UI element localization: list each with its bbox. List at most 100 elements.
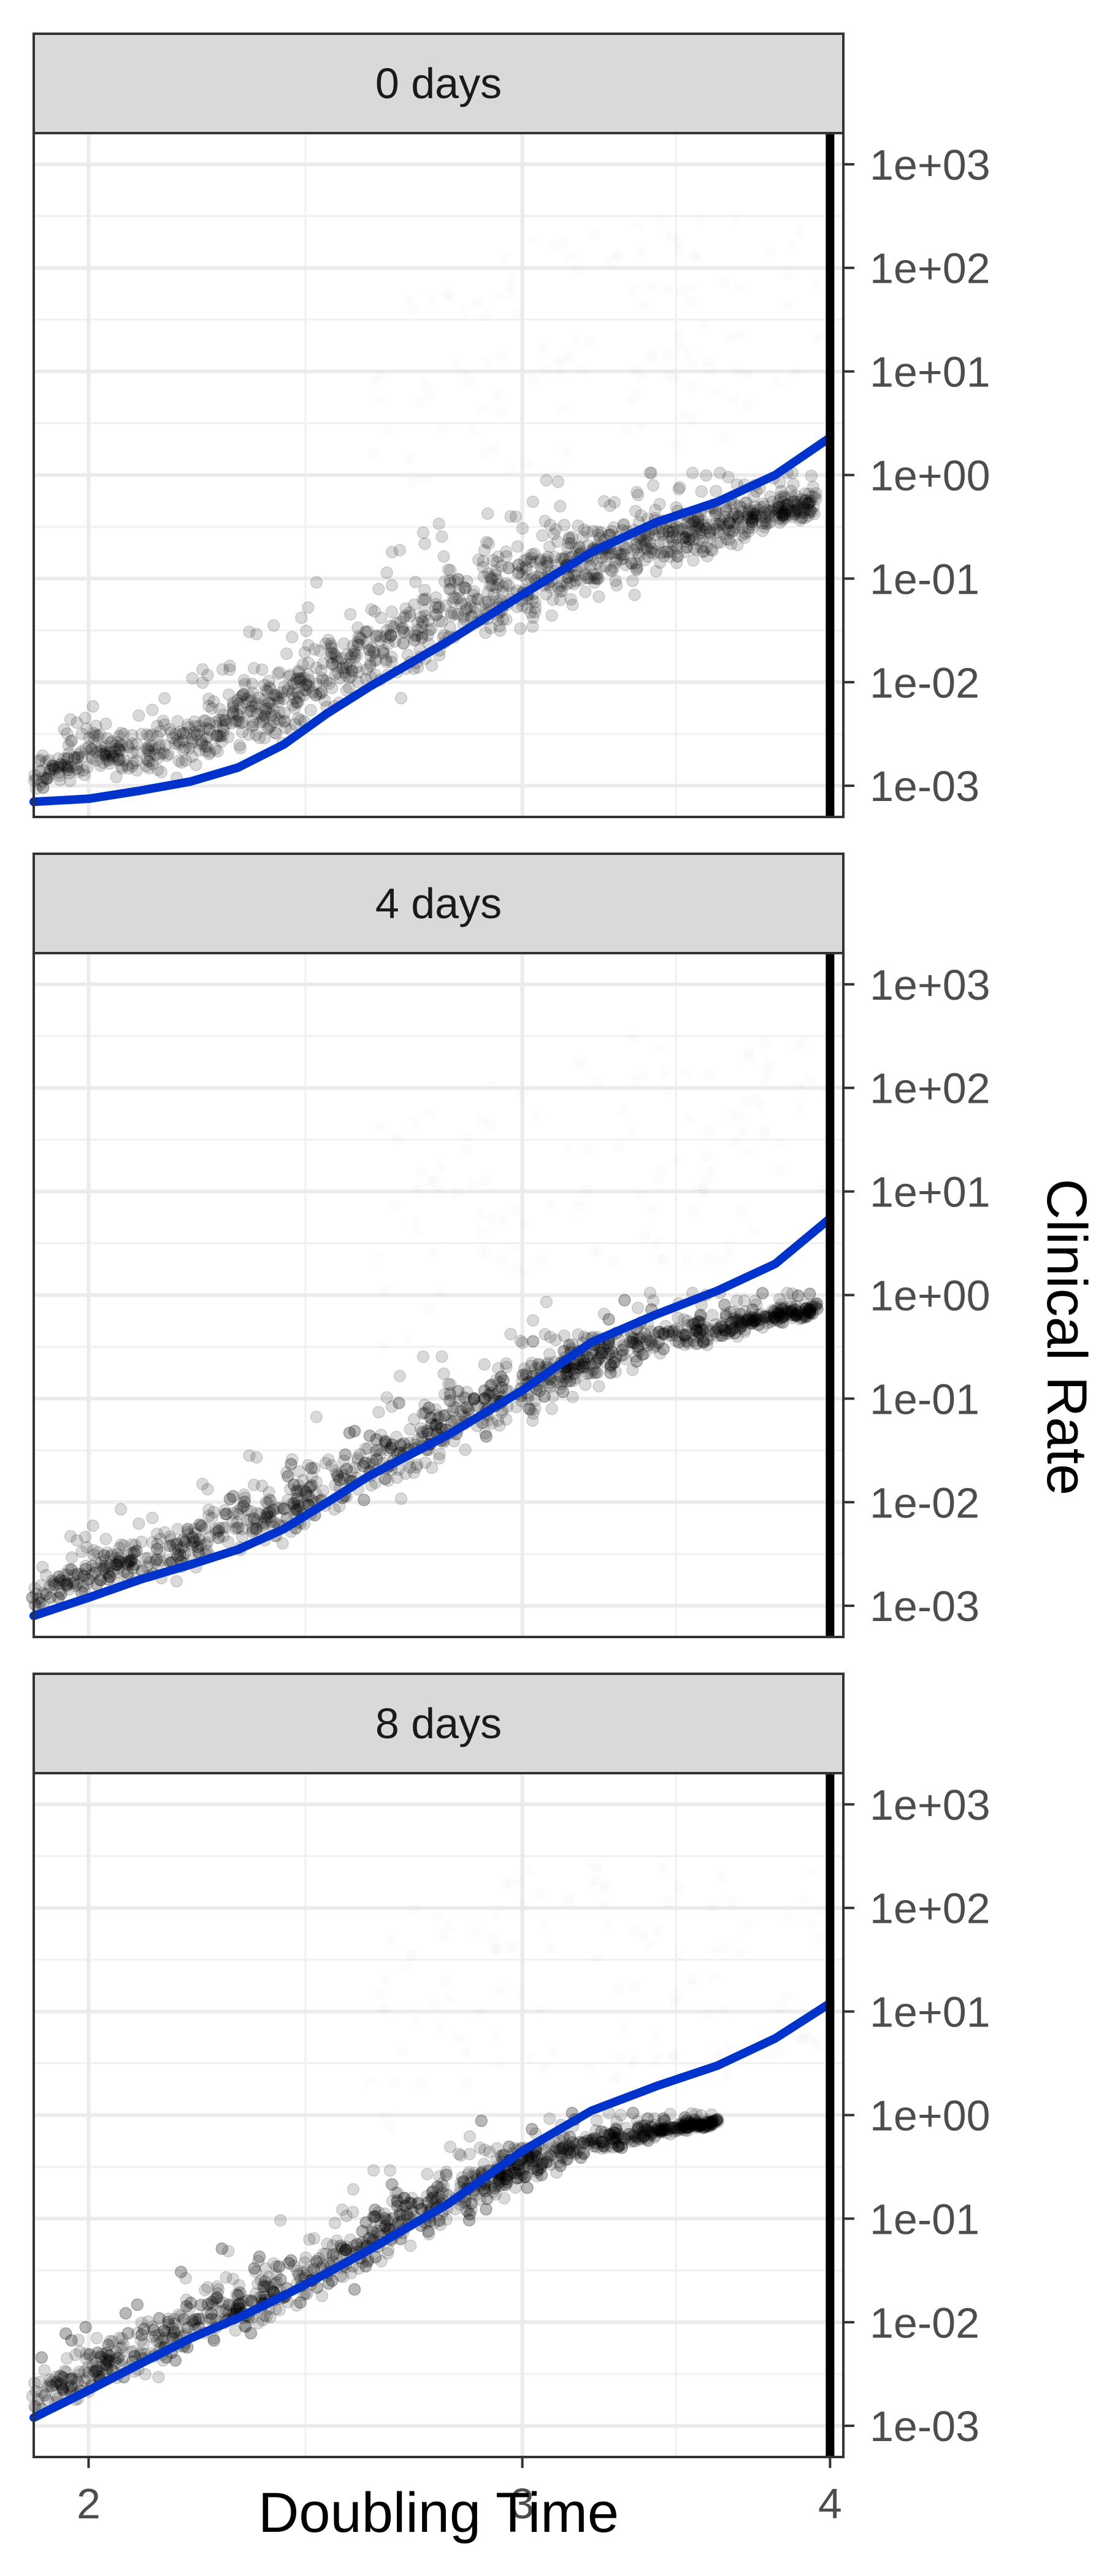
data-point bbox=[402, 1333, 413, 1344]
facet-strip bbox=[33, 33, 845, 134]
data-point bbox=[554, 1370, 567, 1383]
data-point bbox=[353, 638, 366, 651]
data-point bbox=[665, 545, 678, 558]
data-point bbox=[435, 2024, 447, 2035]
data-point bbox=[418, 537, 431, 550]
data-point bbox=[519, 1268, 531, 1279]
data-point bbox=[564, 592, 578, 606]
data-point bbox=[379, 2003, 390, 2014]
data-point bbox=[359, 626, 373, 638]
data-point bbox=[474, 2007, 485, 2018]
data-point bbox=[795, 507, 808, 519]
y-tick-label: 1e+03 bbox=[870, 1781, 991, 1829]
data-point bbox=[374, 629, 386, 643]
data-point bbox=[672, 236, 683, 247]
data-point bbox=[776, 511, 789, 524]
data-point bbox=[772, 377, 783, 388]
data-point bbox=[85, 749, 99, 763]
x-tick-label: 2 bbox=[77, 2480, 101, 2528]
data-point bbox=[797, 497, 810, 510]
data-point bbox=[247, 1512, 261, 1525]
data-point bbox=[269, 689, 282, 702]
y-tick-label: 1e+00 bbox=[870, 2092, 991, 2140]
data-point bbox=[339, 2244, 352, 2256]
y-tick-label: 1e+03 bbox=[870, 141, 991, 189]
data-point bbox=[565, 251, 576, 263]
data-point bbox=[410, 1459, 424, 1471]
data-point bbox=[367, 2164, 380, 2177]
data-point bbox=[735, 529, 749, 542]
data-point bbox=[385, 545, 399, 559]
data-point bbox=[368, 449, 379, 460]
data-point bbox=[444, 564, 457, 577]
data-point bbox=[719, 277, 730, 288]
data-point bbox=[610, 579, 623, 592]
data-point bbox=[408, 305, 419, 316]
data-point bbox=[485, 572, 499, 585]
data-point bbox=[148, 742, 162, 756]
data-point bbox=[658, 1254, 669, 1265]
data-point bbox=[781, 299, 792, 310]
data-point bbox=[237, 673, 251, 687]
data-point bbox=[765, 504, 778, 517]
data-point bbox=[712, 526, 726, 539]
data-point bbox=[618, 548, 631, 561]
data-point bbox=[673, 329, 684, 340]
data-point bbox=[236, 726, 249, 738]
data-point bbox=[298, 646, 312, 659]
data-point bbox=[44, 762, 57, 776]
data-point bbox=[316, 672, 329, 685]
data-point bbox=[554, 585, 567, 598]
data-point bbox=[742, 399, 753, 410]
data-point bbox=[482, 537, 495, 550]
data-point bbox=[593, 1244, 604, 1255]
data-point bbox=[278, 715, 292, 727]
data-point bbox=[145, 740, 159, 753]
data-point bbox=[626, 1363, 639, 1376]
data-point bbox=[627, 1332, 640, 1345]
data-point bbox=[618, 1294, 631, 1307]
data-point bbox=[239, 2320, 252, 2333]
data-point bbox=[648, 1203, 659, 1214]
data-point bbox=[776, 510, 789, 523]
data-point bbox=[528, 605, 542, 619]
data-point bbox=[293, 675, 307, 688]
data-point bbox=[585, 2062, 596, 2073]
data-point bbox=[142, 742, 155, 755]
data-point bbox=[387, 621, 400, 634]
data-point bbox=[529, 601, 542, 615]
data-point bbox=[804, 1074, 815, 1085]
data-point bbox=[261, 697, 274, 710]
data-point bbox=[759, 1038, 770, 1049]
data-point bbox=[478, 1358, 491, 1371]
data-point bbox=[500, 251, 511, 263]
y-tick-label: 1e-01 bbox=[870, 2195, 979, 2243]
data-point bbox=[670, 556, 683, 569]
data-point bbox=[83, 731, 96, 745]
data-point bbox=[472, 297, 483, 309]
data-point bbox=[424, 1108, 435, 1119]
data-point bbox=[476, 1226, 487, 1237]
data-point bbox=[288, 1497, 301, 1510]
data-point bbox=[213, 729, 226, 743]
data-point bbox=[722, 515, 735, 527]
y-tick-label: 1e-01 bbox=[870, 1375, 979, 1423]
data-point bbox=[653, 1237, 664, 1248]
data-point bbox=[589, 228, 600, 239]
data-point bbox=[90, 719, 102, 732]
data-point bbox=[111, 1558, 124, 1571]
data-point bbox=[424, 1304, 435, 1315]
data-point bbox=[700, 541, 713, 554]
data-point bbox=[383, 2164, 397, 2177]
data-point bbox=[489, 569, 502, 581]
data-point bbox=[732, 512, 745, 526]
data-point bbox=[448, 575, 461, 588]
data-point bbox=[378, 1472, 392, 1485]
data-point bbox=[539, 515, 551, 527]
data-point bbox=[609, 574, 622, 587]
data-point bbox=[282, 684, 294, 697]
data-point bbox=[743, 1919, 754, 1930]
data-point bbox=[464, 377, 475, 388]
data-point bbox=[236, 689, 248, 703]
data-point bbox=[788, 496, 801, 509]
